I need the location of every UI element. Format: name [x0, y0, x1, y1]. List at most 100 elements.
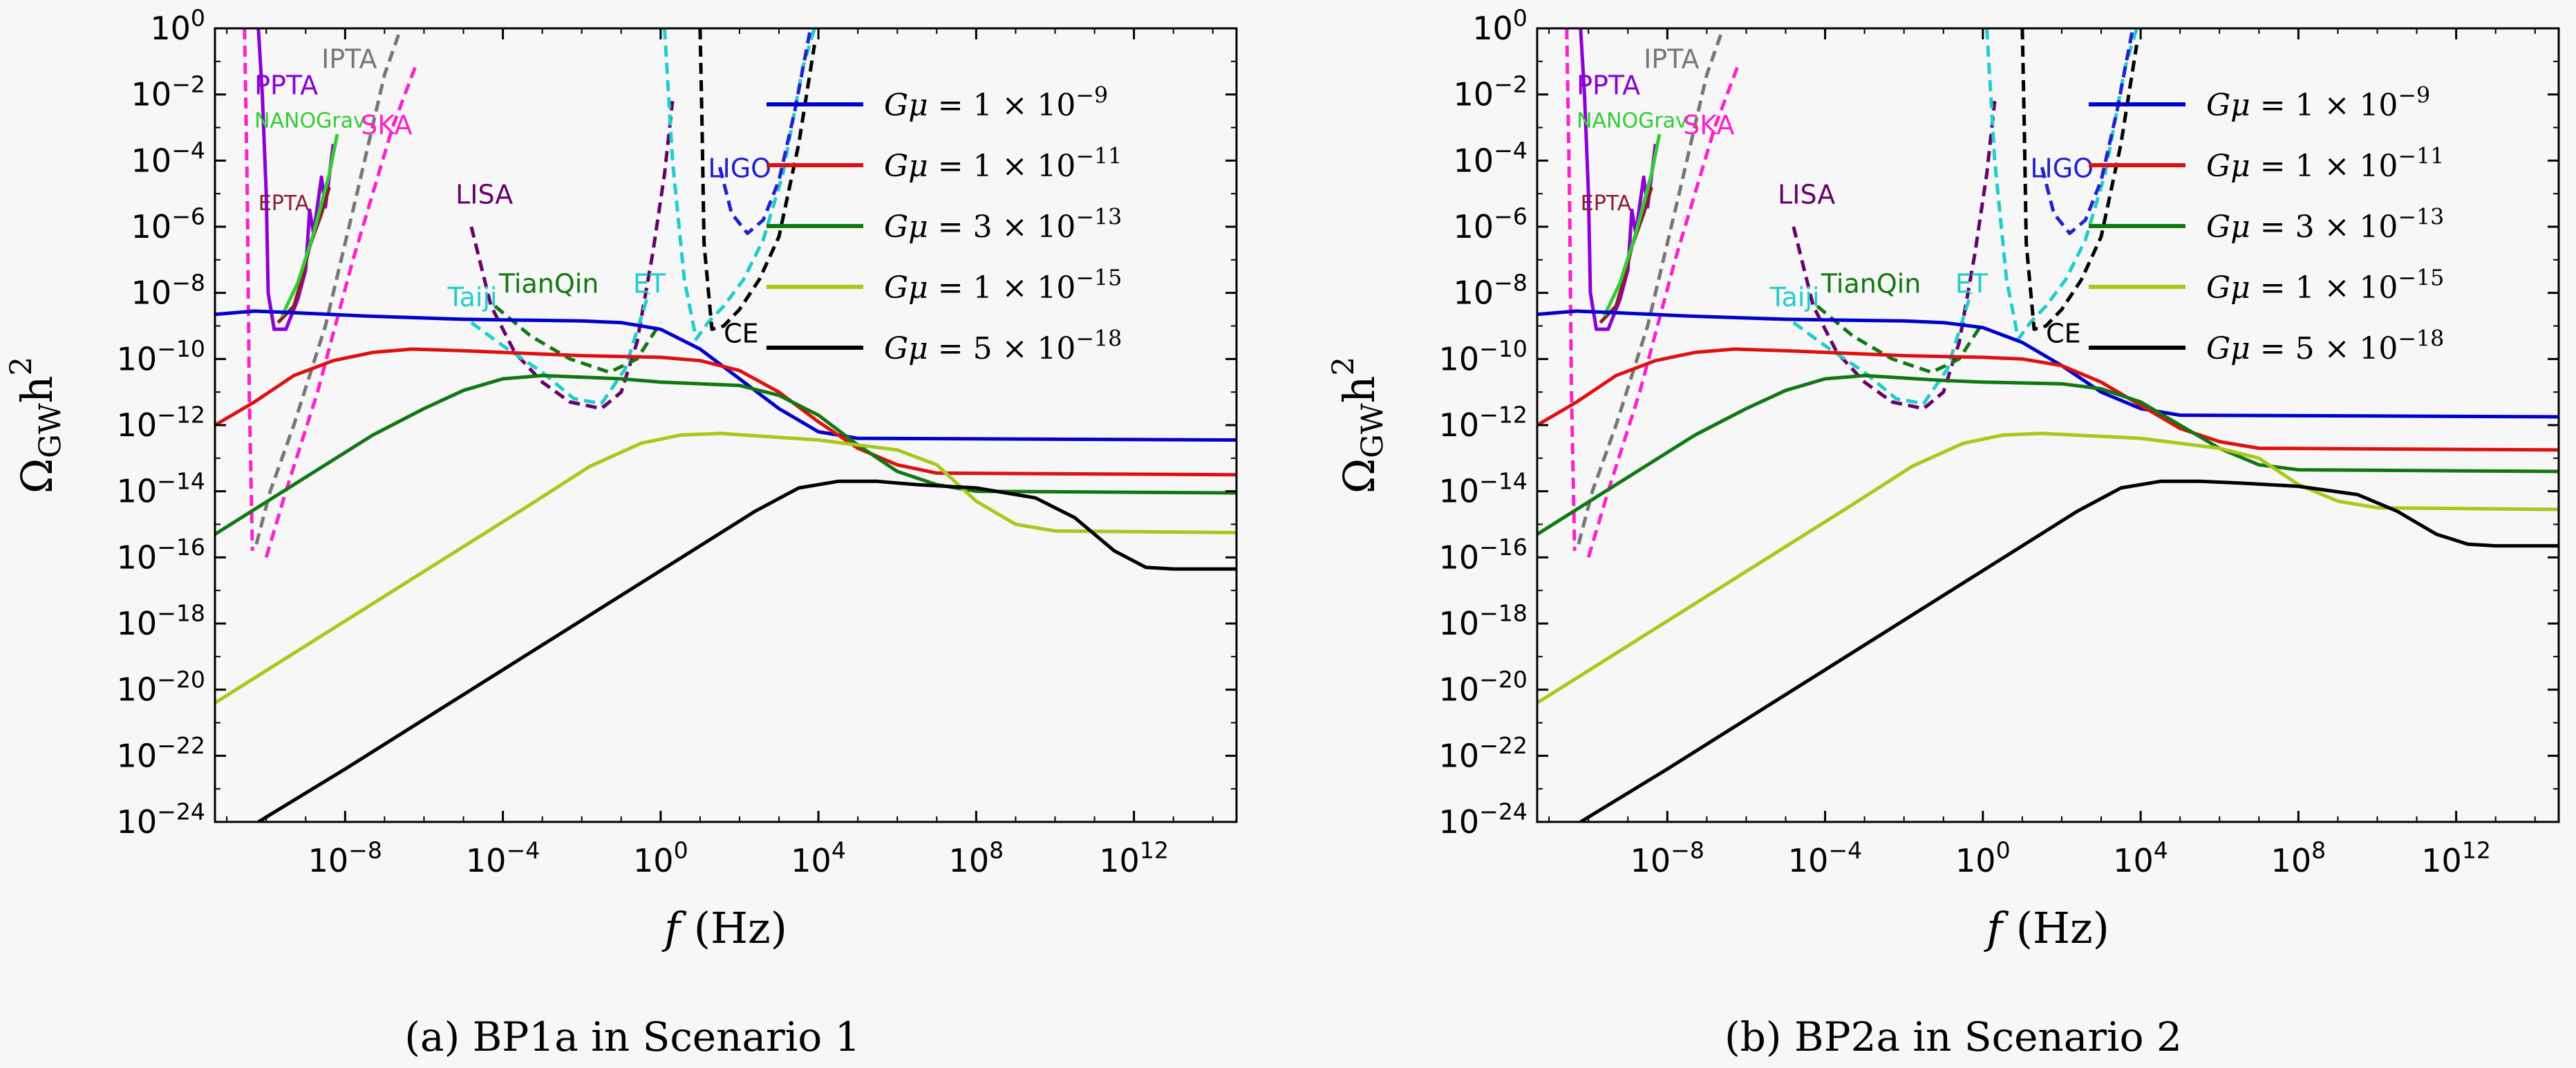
plot-area	[215, 28, 1237, 822]
plot-area	[1537, 28, 2559, 822]
x-axis-label: f (Hz)	[661, 903, 787, 953]
curve-label-ipta: IPTA	[321, 44, 377, 74]
y-tick-label: 10−6	[1454, 203, 1527, 245]
y-tick-label: 100	[1472, 5, 1527, 47]
legend-label-3: Gμ = 1 × 10−15	[884, 266, 1122, 306]
curve-label-lisa: LISA	[1778, 180, 1835, 210]
curve-label-ligo: LIGO	[708, 153, 771, 183]
legend-label-0: Gμ = 1 × 10−9	[884, 84, 1108, 123]
sensitivity-curve-ipta	[254, 28, 403, 545]
x-axis-label: f (Hz)	[1984, 903, 2109, 953]
y-tick-label: 10−8	[131, 269, 205, 311]
x-tick-label: 10−8	[308, 837, 382, 879]
caption-b: (b) BP2a in Scenario 2	[1724, 1013, 2182, 1060]
curve-label-ligo: LIGO	[2030, 153, 2094, 183]
sensitivity-curve-pta_wall	[1565, 28, 1577, 551]
caption-a: (a) BP1a in Scenario 1	[404, 1013, 860, 1060]
curve-label-nanograv: NANOGrav	[254, 109, 366, 133]
y-tick-label: 10−12	[117, 402, 205, 444]
y-tick-label: 10−2	[131, 71, 205, 113]
series-line-4	[1579, 479, 2559, 822]
legend-label-2: Gμ = 3 × 10−13	[884, 205, 1122, 245]
y-tick-label: 10−14	[1439, 467, 1527, 509]
curve-label-ppta: PPTA	[1577, 71, 1640, 101]
y-tick-label: 10−22	[117, 732, 205, 774]
x-tick-label: 1012	[1099, 837, 1169, 879]
sensitivity-curve-ipta	[1577, 28, 1725, 545]
x-tick-label: 100	[633, 837, 688, 879]
y-tick-label: 10−12	[1439, 402, 1527, 444]
curve-label-et: ET	[633, 269, 666, 299]
curve-label-epta: EPTA	[1581, 191, 1632, 216]
series-line-3	[215, 431, 1237, 704]
legend-label-4: Gμ = 5 × 10−18	[2206, 327, 2444, 366]
legend-label-1: Gμ = 1 × 10−11	[884, 144, 1122, 184]
y-tick-label: 10−14	[117, 467, 205, 509]
x-tick-label: 108	[2271, 837, 2326, 879]
curve-label-tianqin: TianQin	[498, 269, 599, 299]
curve-label-ska: SKA	[361, 110, 412, 140]
sensitivity-curve-nanograv	[1602, 133, 1662, 317]
curve-label-ipta: IPTA	[1644, 44, 1699, 74]
y-tick-label: 10−16	[117, 534, 205, 576]
y-tick-label: 10−24	[117, 798, 205, 841]
curve-label-tianqin: TianQin	[1821, 269, 1921, 299]
y-tick-label: 10−8	[1454, 269, 1527, 311]
y-tick-label: 10−16	[1439, 534, 1527, 576]
series-line-2	[1537, 373, 2559, 536]
sensitivity-curve-lisa	[1792, 100, 1997, 411]
y-tick-label: 10−4	[1454, 137, 1527, 179]
legend-label-3: Gμ = 1 × 10−15	[2206, 266, 2444, 306]
x-tick-label: 1012	[2421, 837, 2491, 879]
curve-label-lisa: LISA	[455, 180, 513, 210]
curve-label-ce: CE	[724, 318, 759, 348]
y-tick-label: 10−4	[131, 137, 205, 179]
sensitivity-curve-pta_wall	[243, 28, 254, 551]
y-tick-label: 10−20	[1439, 666, 1527, 708]
y-tick-label: 10−22	[1439, 732, 1527, 774]
x-tick-label: 10−4	[466, 837, 540, 879]
sensitivity-curve-nanograv	[280, 133, 339, 317]
panel-b: PPTA EPTA NANOGrav IPTA SKA LISA Taiji TianQin E…	[1326, 5, 2560, 953]
x-tick-label: 10−4	[1788, 837, 1862, 879]
y-tick-label: 10−18	[117, 600, 205, 642]
curve-label-nanograv: NANOGrav	[1577, 109, 1688, 133]
x-tick-label: 104	[2113, 837, 2168, 879]
y-tick-label: 10−10	[1439, 335, 1527, 377]
curve-label-ppta: PPTA	[254, 71, 318, 101]
x-tick-label: 108	[949, 837, 1004, 879]
sensitivity-curve-ppta	[1579, 28, 1657, 331]
x-tick-label: 104	[791, 837, 846, 879]
sensitivity-curve-tianqin	[1816, 304, 1984, 374]
y-tick-label: 10−18	[1439, 600, 1527, 642]
curve-label-epta: EPTA	[258, 191, 310, 216]
legend-label-4: Gμ = 5 × 10−18	[884, 327, 1122, 366]
y-tick-label: 100	[150, 5, 205, 47]
x-tick-label: 10−8	[1630, 837, 1704, 879]
legend-label-2: Gμ = 3 × 10−13	[2206, 205, 2444, 245]
panel-a: PPTA EPTA NANOGrav IPTA SKA LISA Taiji TianQin E…	[4, 5, 1238, 953]
y-tick-label: 10−2	[1454, 71, 1527, 113]
legend-label-0: Gμ = 1 × 10−9	[2206, 84, 2430, 123]
curve-label-taiji: Taiji	[447, 282, 498, 312]
x-tick-label: 100	[1955, 837, 2011, 879]
curve-label-ska: SKA	[1683, 110, 1734, 140]
y-tick-label: 10−24	[1439, 798, 1527, 841]
sensitivity-curve-ligo	[717, 28, 813, 236]
sensitivity-curve-tianqin	[493, 304, 662, 374]
sensitivity-curve-ska	[264, 64, 418, 559]
sensitivity-curve-lisa	[469, 100, 675, 411]
series-line-4	[257, 479, 1237, 822]
sensitivity-curve-ppta	[256, 28, 335, 331]
y-tick-label: 10−20	[117, 666, 205, 708]
sensitivity-curve-ska	[1586, 64, 1740, 559]
curve-label-et: ET	[1955, 269, 1989, 299]
curve-label-taiji: Taiji	[1769, 282, 1820, 312]
sensitivity-curve-taiji	[1792, 292, 1973, 406]
sensitivity-curve-ce	[2020, 28, 2138, 331]
y-tick-label: 10−6	[131, 203, 205, 245]
sensitivity-curve-ligo	[2040, 28, 2135, 236]
